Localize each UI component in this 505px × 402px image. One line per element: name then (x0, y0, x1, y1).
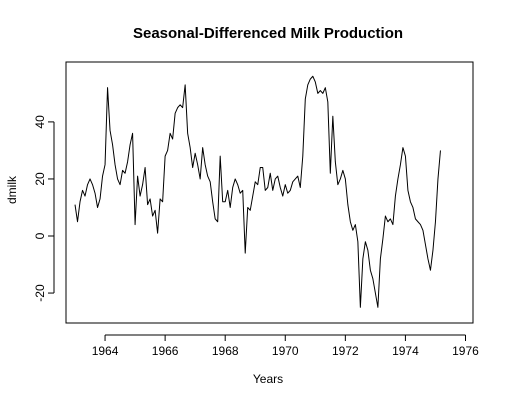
y-tick-label: 0 (33, 232, 47, 239)
x-tick-label: 1976 (452, 344, 479, 358)
y-tick-label: 40 (33, 115, 47, 129)
x-tick-label: 1970 (272, 344, 299, 358)
y-tick-label: 20 (33, 172, 47, 186)
x-tick-label: 1966 (152, 344, 179, 358)
x-tick-label: 1972 (332, 344, 359, 358)
chart-title: Seasonal-Differenced Milk Production (133, 25, 403, 42)
x-axis: 1964 1966 1968 1970 1972 1974 1976 (92, 334, 479, 358)
plot-frame (65, 61, 474, 324)
x-tick-label: 1968 (212, 344, 239, 358)
y-axis: -20 0 20 40 (33, 115, 55, 302)
y-tick-label: -20 (33, 284, 47, 302)
y-axis-label: dmilk (5, 175, 19, 204)
x-tick-label: 1964 (92, 344, 119, 358)
series-line-dmilk (74, 75, 441, 308)
x-axis-label: Years (253, 372, 283, 386)
x-tick-label: 1974 (392, 344, 419, 358)
